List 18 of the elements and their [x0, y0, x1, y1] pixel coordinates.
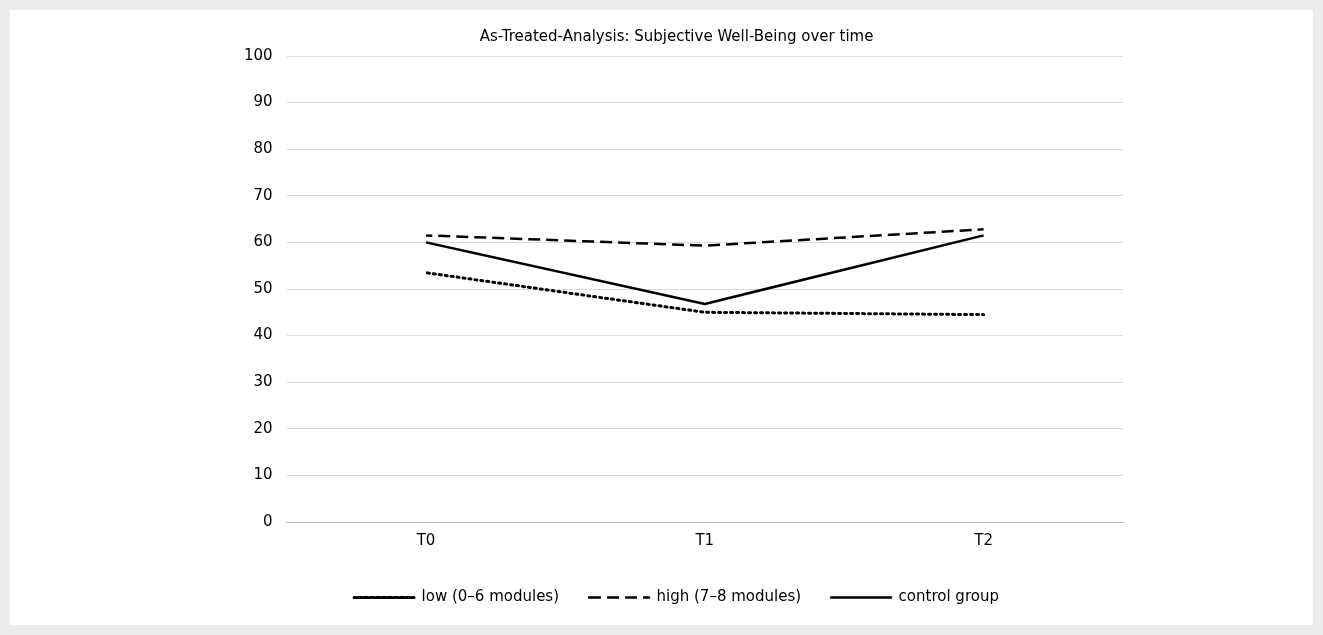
y-tick-label: 30 — [253, 372, 273, 391]
x-tick-label: T1 — [694, 530, 715, 549]
y-tick-label: 50 — [253, 278, 273, 297]
y-tick-label: 70 — [253, 185, 273, 204]
y-tick-label: 90 — [253, 92, 273, 111]
y-tick-label: 0 — [263, 511, 273, 530]
chart-title: As-Treated-Analysis: Subjective Well-Being over time — [479, 26, 874, 45]
y-tick-label: 80 — [253, 139, 273, 158]
y-tick-label: 100 — [243, 45, 273, 64]
legend-label: low (0–6 modules) — [421, 587, 560, 606]
y-tick-label: 10 — [253, 465, 273, 484]
y-tick-label: 40 — [253, 325, 273, 344]
y-tick-label: 20 — [253, 418, 273, 437]
legend-label: control group — [898, 587, 999, 606]
y-tick-label: 60 — [253, 232, 273, 251]
x-tick-label: T2 — [973, 530, 993, 549]
x-tick-label: T0 — [415, 530, 436, 549]
legend-label: high (7–8 modules) — [656, 587, 802, 606]
